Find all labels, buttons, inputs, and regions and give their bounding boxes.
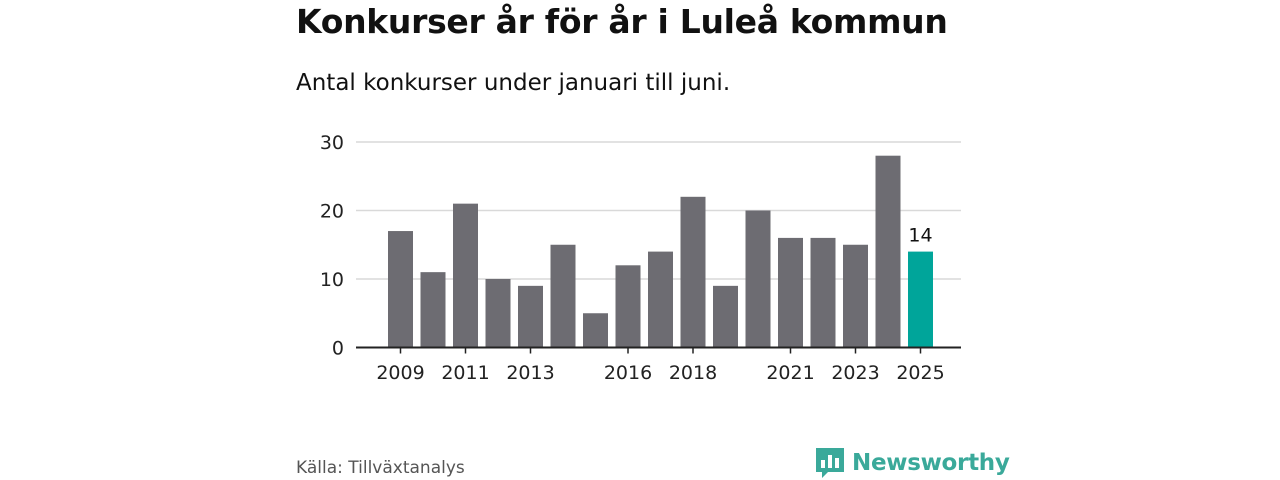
x-axis-labels: 2009 2011 2013 2016 2018 2021 2023 2025 [376,347,945,384]
bar-2023 [843,244,868,348]
bar-2015 [583,313,608,348]
y-tick-label: 0 [332,338,344,360]
bar-2009 [388,231,413,348]
bar-chart: 0 10 20 30 2009 2011 2013 2016 2018 2021 2023 2025… [320,132,961,384]
bar-2012 [485,279,511,348]
x-tick-label: 2018 [669,362,717,384]
data-label-2025: 14 [908,225,932,247]
y-axis-labels: 0 10 20 30 [320,132,344,360]
x-tick-label: 2009 [376,362,424,384]
newsworthy-logo-icon [816,448,844,478]
y-tick-label: 10 [320,269,344,291]
bar-2025 [908,251,933,348]
x-tick-label: 2025 [896,362,944,384]
bar-2013 [518,285,543,348]
bar-2016 [615,265,641,348]
bar-2010 [420,272,446,348]
bar-2024 [875,155,901,348]
chart-subtitle: Antal konkurser under januari till juni. [296,70,731,96]
brand-name: Newsworthy [852,450,1010,476]
bar-2017 [648,251,673,348]
y-tick-label: 20 [320,201,344,223]
x-tick-label: 2023 [831,362,879,384]
x-tick-label: 2016 [604,362,652,384]
bar-2021 [778,237,803,348]
x-tick-label: 2013 [506,362,554,384]
x-tick-label: 2021 [766,362,814,384]
brand-logo: Newsworthy [814,446,1010,480]
bar-2019 [713,285,738,348]
y-tick-label: 30 [320,132,344,154]
x-tick-label: 2011 [441,362,489,384]
bar-2022 [810,237,836,348]
bar-2014 [550,244,576,348]
bar-2018 [680,196,706,348]
bar-2011 [453,203,478,348]
bars [356,155,961,349]
chart-title: Konkurser år för år i Luleå kommun [296,2,948,41]
annotations: 14 [908,225,932,247]
source-note: Källa: Tillväxtanalys [296,458,465,478]
bar-2020 [745,210,771,348]
